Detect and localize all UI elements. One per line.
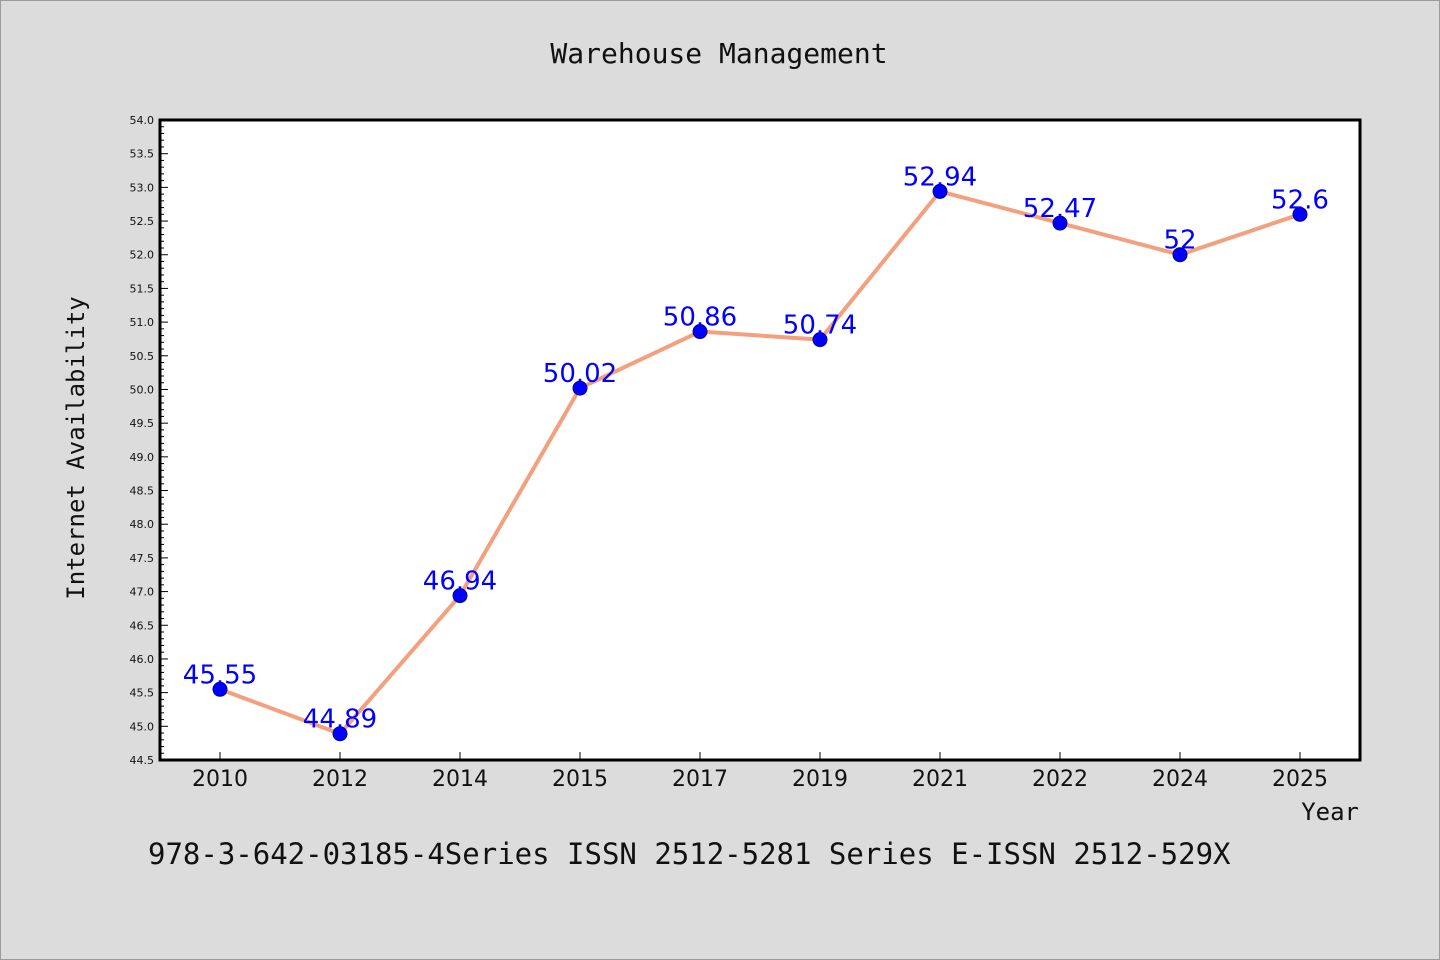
data-label: 45.55 xyxy=(183,660,257,690)
x-tick-label: 2024 xyxy=(1152,767,1208,792)
y-tick-label: 45.5 xyxy=(130,687,155,700)
y-axis: 44.5 45.0 45.5 46.0 46.5 47.0 47.5 48.0 48.5 49.0… xyxy=(130,114,168,767)
data-label: 46.94 xyxy=(423,567,497,597)
data-point[interactable] xyxy=(692,324,708,340)
y-tick-label: 48.5 xyxy=(130,485,155,498)
y-tick-label: 51.5 xyxy=(130,282,155,295)
data-point[interactable] xyxy=(212,681,228,697)
x-tick-label: 2014 xyxy=(432,767,488,792)
y-tick-label: 46.0 xyxy=(130,653,155,666)
data-point[interactable] xyxy=(452,588,468,604)
x-tick-label: 2017 xyxy=(672,767,728,792)
y-tick-label: 50.0 xyxy=(130,383,155,396)
data-point[interactable] xyxy=(1052,215,1068,231)
y-tick-label: 53.5 xyxy=(130,148,155,161)
x-tick-label: 2012 xyxy=(312,767,368,792)
data-label: 50.74 xyxy=(783,311,857,341)
x-tick-label: 2021 xyxy=(912,767,968,792)
y-tick-label: 44.5 xyxy=(130,754,155,767)
plot-border xyxy=(158,118,1362,762)
x-tick-label: 2019 xyxy=(792,767,848,792)
y-tick-label: 54.0 xyxy=(130,114,155,127)
y-tick-label: 48.0 xyxy=(130,518,155,531)
x-axis-label: Year xyxy=(1301,798,1359,826)
footer-text: 978-3-642-03185-4Series ISSN 2512-5281 S… xyxy=(148,837,1231,871)
y-tick-label: 46.5 xyxy=(130,619,155,632)
data-label: 44.89 xyxy=(303,705,377,735)
y-tick-label: 45.0 xyxy=(130,720,155,733)
y-tick-label: 51.0 xyxy=(130,316,155,329)
y-tick-label: 50.5 xyxy=(130,350,155,363)
y-tick-label: 49.0 xyxy=(130,451,155,464)
data-point[interactable] xyxy=(1172,247,1188,263)
x-tick-label: 2022 xyxy=(1032,767,1088,792)
x-axis: 2010 2012 2014 2015 2017 2019 2021 2022 2024 2025 xyxy=(192,752,1328,792)
chart-title: Warehouse Management xyxy=(550,37,887,70)
y-tick-label: 47.5 xyxy=(130,552,155,565)
y-tick-label: 49.5 xyxy=(130,417,155,430)
y-tick-label: 53.0 xyxy=(130,181,155,194)
y-tick-label: 52.5 xyxy=(130,215,155,228)
data-point[interactable] xyxy=(932,183,948,199)
y-axis-label: Internet Availability xyxy=(62,296,90,599)
y-tick-label: 47.0 xyxy=(130,586,155,599)
data-point[interactable] xyxy=(812,332,828,348)
series-group: 45.55 44.89 46.94 50.02 50.86 50.74 52.94 52.47… xyxy=(183,162,1329,742)
data-label: 50.86 xyxy=(663,303,737,333)
x-tick-label: 2015 xyxy=(552,767,608,792)
data-label: 52.47 xyxy=(1023,194,1097,224)
series-line xyxy=(218,189,1302,736)
plot-area xyxy=(160,120,1360,760)
data-label: 52 xyxy=(1163,226,1196,256)
x-tick-label: 2025 xyxy=(1272,767,1328,792)
data-point[interactable] xyxy=(572,380,588,396)
y-tick-label: 52.0 xyxy=(130,249,155,262)
data-label: 50.02 xyxy=(543,359,617,389)
data-label: 52.6 xyxy=(1271,185,1329,215)
data-point[interactable] xyxy=(1292,206,1308,222)
x-tick-label: 2010 xyxy=(192,767,248,792)
data-point[interactable] xyxy=(332,726,348,742)
data-label: 52.94 xyxy=(903,162,977,192)
